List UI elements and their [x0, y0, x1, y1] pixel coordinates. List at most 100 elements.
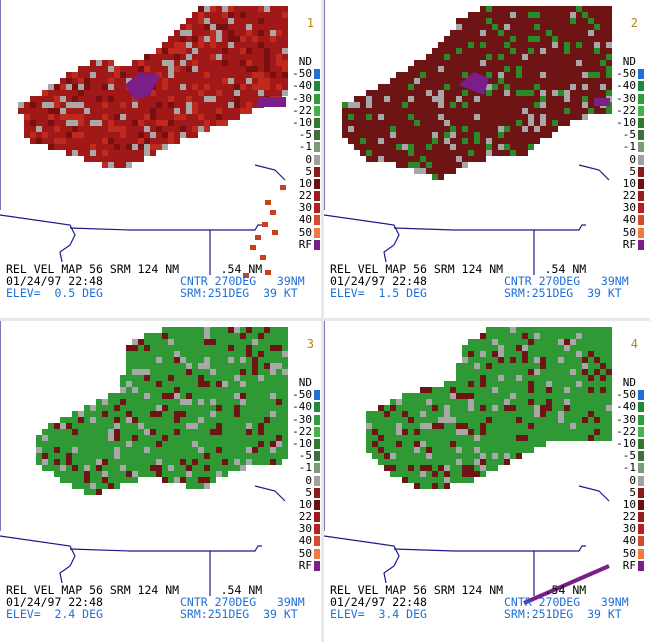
echo-cell: [564, 429, 570, 435]
echo-cell: [444, 144, 450, 150]
echo-cell: [570, 48, 576, 54]
echo-cell: [378, 405, 384, 411]
echo-cell: [120, 375, 126, 381]
echo-cell: [450, 60, 456, 66]
echo-cell: [228, 84, 234, 90]
echo-cell: [258, 351, 264, 357]
echo-cell: [66, 120, 72, 126]
echo-cell: [78, 465, 84, 471]
echo-cell: [564, 417, 570, 423]
echo-cell: [606, 84, 612, 90]
echo-cell: [546, 126, 552, 132]
echo-cell: [144, 357, 150, 363]
echo-cell: [564, 24, 570, 30]
echo-cell: [534, 405, 540, 411]
echo-cell: [168, 477, 174, 483]
legend-label: 0: [305, 152, 312, 166]
echo-cell: [120, 471, 126, 477]
echo-cell: [222, 471, 228, 477]
echo-cell: [66, 441, 72, 447]
echo-cell: [486, 150, 492, 156]
echo-cell: [474, 132, 480, 138]
echo-cell: [528, 351, 534, 357]
echo-cell: [570, 435, 576, 441]
echo-cell: [456, 36, 462, 42]
echo-cell: [528, 96, 534, 102]
echo-cell: [186, 30, 192, 36]
echo-cell: [606, 423, 612, 429]
echo-cell: [90, 144, 96, 150]
echo-cell: [84, 453, 90, 459]
echo-cell: [540, 60, 546, 66]
echo-cell: [258, 357, 264, 363]
echo-cell: [504, 6, 510, 12]
echo-cell: [276, 54, 282, 60]
echo-cell: [606, 42, 612, 48]
echo-cell: [570, 369, 576, 375]
echo-cell: [180, 369, 186, 375]
echo-cell: [402, 120, 408, 126]
echo-cell: [408, 435, 414, 441]
legend-swatch: [314, 548, 320, 559]
echo-cell: [426, 417, 432, 423]
echo-cell: [240, 6, 246, 12]
echo-cell: [102, 126, 108, 132]
echo-cell: [192, 114, 198, 120]
echo-cell: [258, 447, 264, 453]
echo-cell: [594, 12, 600, 18]
echo-cell: [180, 48, 186, 54]
echo-cell: [576, 405, 582, 411]
boundary-line: [210, 545, 262, 552]
echo-cell: [66, 102, 72, 108]
echo-cell: [252, 339, 258, 345]
echo-cell: [576, 36, 582, 42]
echo-cell: [342, 102, 348, 108]
echo-cell: [276, 72, 282, 78]
echo-cell: [228, 333, 234, 339]
echo-cell: [522, 78, 528, 84]
echo-cell: [198, 471, 204, 477]
echo-cell: [378, 441, 384, 447]
echo-cell: [384, 102, 390, 108]
echo-cell: [516, 387, 522, 393]
echo-cell: [558, 351, 564, 357]
echo-cell: [594, 363, 600, 369]
echo-cell: [78, 144, 84, 150]
echo-cell: [492, 12, 498, 18]
legend-entry: -5: [612, 129, 644, 141]
echo-cell: [510, 138, 516, 144]
echo-cell: [138, 417, 144, 423]
legend-swatch: [314, 142, 320, 153]
echo-cell: [378, 453, 384, 459]
echo-cell: [282, 411, 288, 417]
echo-cell: [132, 393, 138, 399]
echo-cell: [234, 96, 240, 102]
echo-cell: [264, 30, 270, 36]
echo-cell: [570, 36, 576, 42]
echo-cell: [72, 114, 78, 120]
echo-cell: [510, 120, 516, 126]
echo-cell: [546, 120, 552, 126]
echo-cell: [474, 357, 480, 363]
echo-cell: [174, 120, 180, 126]
echo-cell: [120, 435, 126, 441]
echo-cell: [72, 429, 78, 435]
echo-cell: [162, 465, 168, 471]
echo-cell: [252, 24, 258, 30]
echo-cell: [270, 411, 276, 417]
echo-cell: [48, 90, 54, 96]
echo-cell: [186, 90, 192, 96]
echo-cell: [450, 465, 456, 471]
echo-cell: [570, 381, 576, 387]
echo-cell: [156, 96, 162, 102]
boundary-line: [534, 545, 586, 552]
echo-cell: [84, 78, 90, 84]
echo-cell: [90, 78, 96, 84]
echo-cell: [516, 96, 522, 102]
echo-cell: [516, 435, 522, 441]
echo-cell: [558, 66, 564, 72]
echo-cell: [486, 84, 492, 90]
echo-cell: [600, 72, 606, 78]
echo-cell: [564, 114, 570, 120]
echo-cell: [582, 24, 588, 30]
